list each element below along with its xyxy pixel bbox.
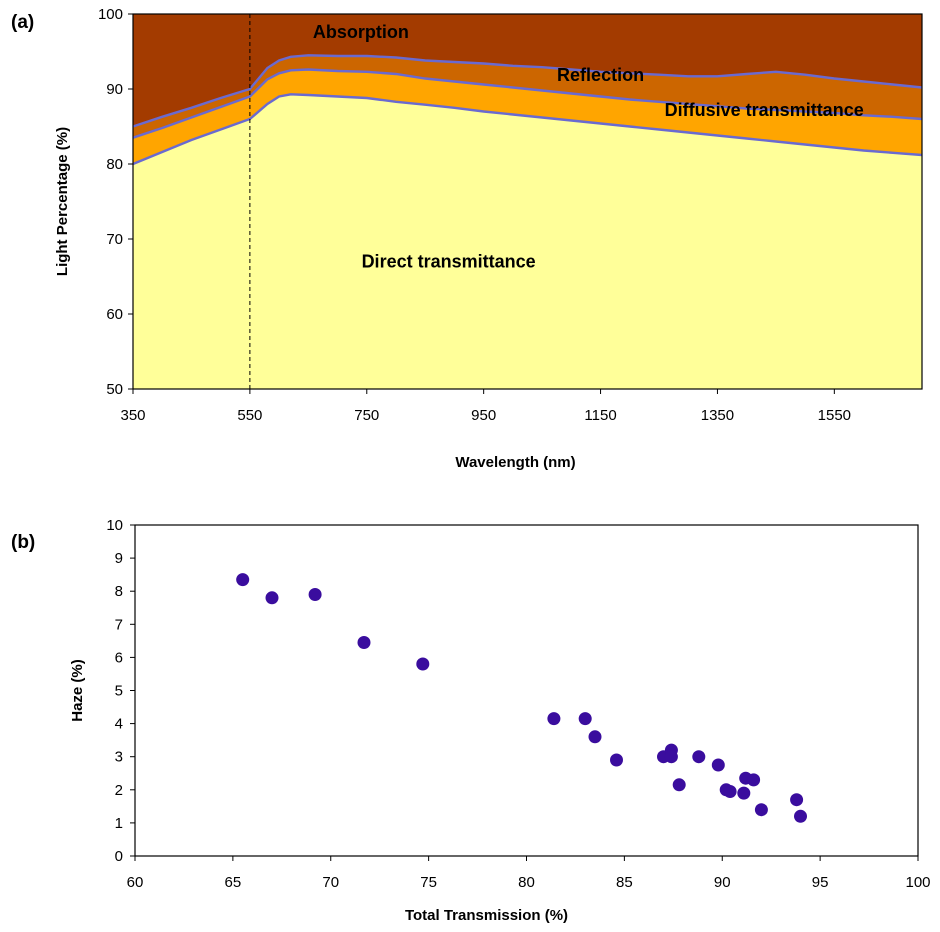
data-point: [664, 750, 678, 764]
y-tick-label: 5: [115, 683, 123, 700]
data-point: [265, 591, 279, 605]
y-tick-label: 6: [115, 649, 123, 666]
chart-a: 50 60 70 80 90 100 350 550 750 950 1150 1350 1550 Abs…: [54, 6, 923, 471]
y-axis-title-b: Haze (%): [69, 659, 86, 722]
x-tick-label: 750: [354, 407, 379, 424]
y-tick-label: 8: [115, 583, 123, 600]
region-label-direct-transmittance: Direct transmittance: [362, 252, 536, 272]
boundary-direct-transmittance: [132, 93, 923, 166]
data-point: [416, 657, 430, 671]
data-point: [236, 573, 250, 587]
region-label-diffusive-transmittance: Diffusive transmittance: [665, 100, 864, 120]
data-point: [692, 750, 706, 764]
panel-b-label: (b): [11, 532, 35, 553]
x-tick-label: 950: [471, 407, 496, 424]
plot-frame-b: [134, 524, 919, 857]
boundary-reflection: [132, 54, 923, 128]
data-point: [790, 793, 804, 807]
x-tick-label: 70: [322, 874, 339, 891]
chart-b: 0 1 2 3 4 5 6 7 8 9 10 60 65 70 75 80 85 90 95 100 Total Tra…: [69, 517, 931, 924]
data-point: [672, 778, 686, 792]
y-tick-label: 1: [115, 815, 123, 832]
region-label-absorption: Absorption: [313, 22, 409, 42]
y-tick-label: 50: [106, 381, 123, 398]
data-point: [794, 809, 807, 823]
data-point: [737, 786, 751, 800]
x-tick-label: 550: [237, 407, 262, 424]
x-axis-title-b: Total Transmission (%): [405, 907, 568, 924]
y-tick-label: 100: [98, 6, 123, 23]
x-tick-label: 1150: [584, 407, 616, 424]
y-axis-title-a: Light Percentage (%): [54, 127, 71, 276]
y-tick-label: 70: [106, 231, 123, 248]
x-tick-label: 80: [518, 874, 535, 891]
y-tick-label: 60: [106, 306, 123, 323]
data-point: [754, 803, 768, 817]
x-tick-label: 65: [225, 874, 242, 891]
data-point: [308, 588, 322, 601]
boundary-diffusive-transmittance: [132, 68, 923, 139]
data-point: [547, 712, 561, 726]
data-point: [747, 773, 761, 787]
y-tick-label: 0: [115, 848, 123, 865]
data-point: [357, 636, 371, 649]
x-tick-label: 100: [905, 874, 930, 891]
x-tick-label: 85: [616, 874, 633, 891]
y-tick-label: 4: [115, 716, 123, 733]
y-tick-label: 80: [106, 156, 123, 173]
y-tick-label: 7: [115, 616, 123, 633]
x-tick-label: 350: [120, 407, 145, 424]
y-tick-label: 3: [115, 749, 123, 766]
plot-frame-a: [132, 13, 923, 390]
y-tick-label: 2: [115, 782, 123, 799]
panel-a-label: (a): [11, 12, 34, 33]
x-tick-label: 75: [420, 874, 437, 891]
area-direct-transmittance: [133, 94, 922, 390]
x-tick-label: 1350: [701, 407, 734, 424]
y-tick-label: 10: [106, 517, 123, 534]
x-tick-label: 1550: [818, 407, 851, 424]
region-label-reflection: Reflection: [557, 65, 644, 85]
data-point: [723, 785, 737, 798]
data-point: [588, 730, 602, 744]
data-point: [578, 712, 592, 726]
data-point: [610, 753, 623, 767]
y-tick-label: 90: [106, 81, 123, 98]
x-tick-label: 90: [714, 874, 731, 891]
y-tick-label: 9: [115, 550, 123, 567]
x-tick-label: 95: [812, 874, 829, 891]
data-point: [711, 758, 725, 772]
x-tick-label: 60: [127, 874, 144, 891]
x-axis-title-a: Wavelength (nm): [455, 454, 575, 471]
